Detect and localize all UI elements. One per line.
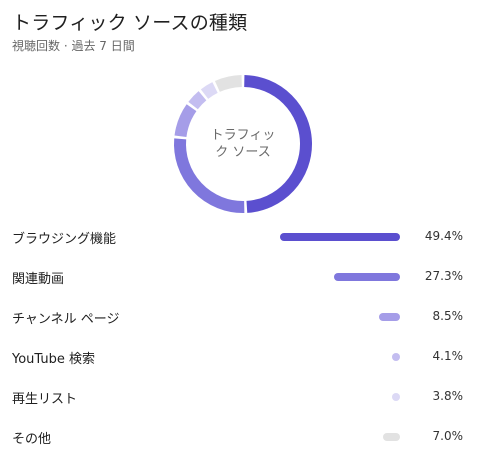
source-row-label: 関連動画 [12, 272, 65, 287]
source-row-bar [392, 393, 400, 401]
source-row-percent: 4.1% [432, 349, 464, 363]
source-row-bar-track [280, 393, 400, 401]
donut-slice-channel-page[interactable] [174, 104, 197, 138]
donut-chart[interactable]: トラフィッ ク ソース [171, 72, 315, 216]
source-row-percent: 49.4% [424, 229, 463, 243]
donut-center-line-2: ク ソース [215, 145, 271, 160]
source-row-bar [280, 233, 400, 241]
source-row-bar-track [280, 433, 400, 441]
source-row-percent: 3.8% [432, 389, 464, 403]
card-title: トラフィック ソースの種類 [12, 12, 248, 34]
source-row-youtube-search[interactable]: YouTube 検索 4.1% [0, 338, 483, 378]
source-row-label: YouTube 検索 [12, 352, 95, 367]
source-row-channel-page[interactable]: チャンネル ページ 8.5% [0, 298, 483, 338]
source-row-label: その他 [12, 432, 52, 447]
source-row-bar-track [280, 233, 400, 241]
card-subtitle: 視聴回数 · 過去 7 日間 [12, 39, 135, 53]
source-row-bar-track [280, 313, 400, 321]
source-row-bar-track [280, 273, 400, 281]
donut-center-line-1: トラフィッ [210, 128, 276, 143]
donut-slice-suggested[interactable] [174, 138, 245, 213]
source-row-other[interactable]: その他 7.0% [0, 418, 483, 458]
donut-slice-browsing[interactable] [244, 75, 312, 213]
donut-slice-other[interactable] [214, 75, 243, 93]
source-row-bar-track [280, 353, 400, 361]
source-row-percent: 27.3% [424, 269, 463, 283]
source-row-label: チャンネル ページ [12, 312, 120, 327]
traffic-source-list: ブラウジング機能 49.4% 関連動画 27.3% チャンネル ページ 8.5%… [0, 218, 483, 458]
source-row-label: ブラウジング機能 [12, 232, 117, 247]
source-row-bar [334, 273, 400, 281]
source-row-percent: 7.0% [432, 429, 464, 443]
source-row-label: 再生リスト [12, 392, 78, 407]
donut-center-label: トラフィッ ク ソース [171, 72, 315, 216]
donut-slice-youtube-search[interactable] [188, 91, 207, 110]
source-row-percent: 8.5% [432, 309, 464, 323]
donut-slice-playlist[interactable] [200, 82, 218, 99]
source-row-bar [392, 353, 400, 361]
source-row-playlist[interactable]: 再生リスト 3.8% [0, 378, 483, 418]
source-row-browsing[interactable]: ブラウジング機能 49.4% [0, 218, 483, 258]
source-row-bar [379, 313, 400, 321]
source-row-suggested[interactable]: 関連動画 27.3% [0, 258, 483, 298]
donut-svg [174, 75, 312, 213]
source-row-bar [383, 433, 400, 441]
